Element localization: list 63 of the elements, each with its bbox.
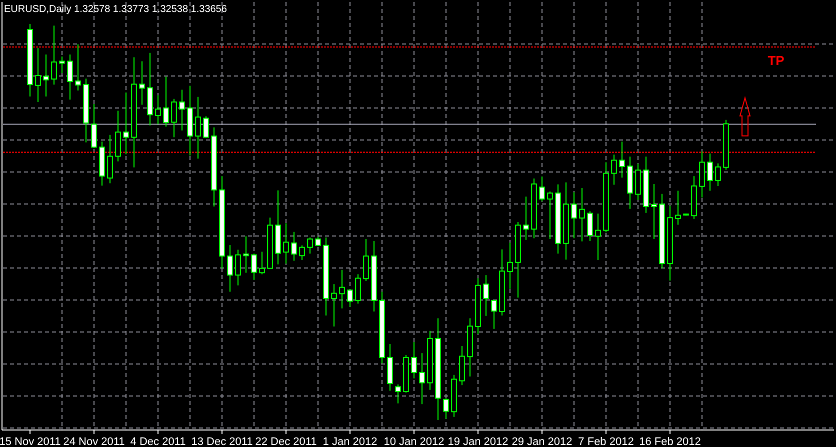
chart-title: EURUSD,Daily 1.32578 1.33773 1.32538 1.33656 [4, 4, 228, 15]
candlestick [539, 176, 545, 202]
x-tick-label: 15 Nov 2011 [0, 436, 61, 447]
candlestick [355, 274, 361, 304]
candlestick [107, 134, 113, 184]
candlestick [571, 192, 577, 239]
candlestick [331, 284, 337, 328]
candlestick [243, 236, 249, 274]
candlestick [395, 384, 401, 404]
candlestick [227, 244, 233, 292]
candlestick [291, 231, 297, 262]
candlestick [579, 187, 585, 242]
candlestick [171, 98, 177, 138]
candlestick [483, 274, 489, 316]
candlestick [443, 398, 449, 420]
candlestick [491, 300, 497, 330]
candlestick [307, 236, 313, 254]
candlestick [203, 116, 209, 138]
candlestick [75, 44, 81, 92]
x-tick-label: 4 Dec 2011 [130, 436, 186, 447]
candlestick [259, 251, 265, 275]
candlestick [123, 92, 129, 155]
candlestick [43, 54, 49, 97]
x-tick-label: 7 Feb 2012 [578, 436, 634, 447]
x-tick-label: 24 Nov 2011 [63, 436, 125, 447]
candlestick [35, 48, 41, 103]
candlestick [651, 183, 657, 240]
candlestick [339, 269, 345, 309]
candlestick [419, 352, 425, 405]
candlestick [235, 249, 241, 286]
candlestick [507, 242, 513, 290]
candlestick [155, 94, 161, 125]
candlestick [707, 152, 713, 192]
candlestick [51, 25, 57, 86]
candlestick [347, 288, 353, 308]
candlestick [587, 210, 593, 242]
candlestick [675, 190, 681, 226]
candlestick [67, 54, 73, 100]
candlestick [523, 196, 529, 240]
candlestick [139, 60, 145, 106]
x-tick-label: 1 Jan 2012 [322, 436, 378, 447]
candlestick [299, 244, 305, 261]
candlestick [59, 56, 65, 74]
x-tick-label: 16 Feb 2012 [639, 436, 701, 447]
x-tick-label: 19 Jan 2012 [448, 436, 508, 447]
candlestick [715, 162, 721, 186]
candlestick [363, 238, 369, 282]
candlestick [251, 253, 257, 280]
ref-line-label: TP [768, 52, 785, 68]
x-tick-label: 22 Dec 2011 [255, 436, 317, 447]
candlestick [283, 222, 289, 264]
candlestick [611, 154, 617, 186]
x-tick-label: 13 Dec 2011 [191, 436, 253, 447]
candlestick [91, 103, 97, 148]
candlestick [163, 76, 169, 128]
candlestick [195, 96, 201, 160]
candlestick [595, 213, 601, 261]
candlestick [179, 89, 185, 132]
candlestick [619, 141, 625, 178]
candlestick [547, 191, 553, 240]
candlestick [411, 341, 417, 379]
x-tick-label: 29 Jan 2012 [512, 436, 572, 447]
x-tick-label: 10 Jan 2012 [384, 436, 444, 447]
